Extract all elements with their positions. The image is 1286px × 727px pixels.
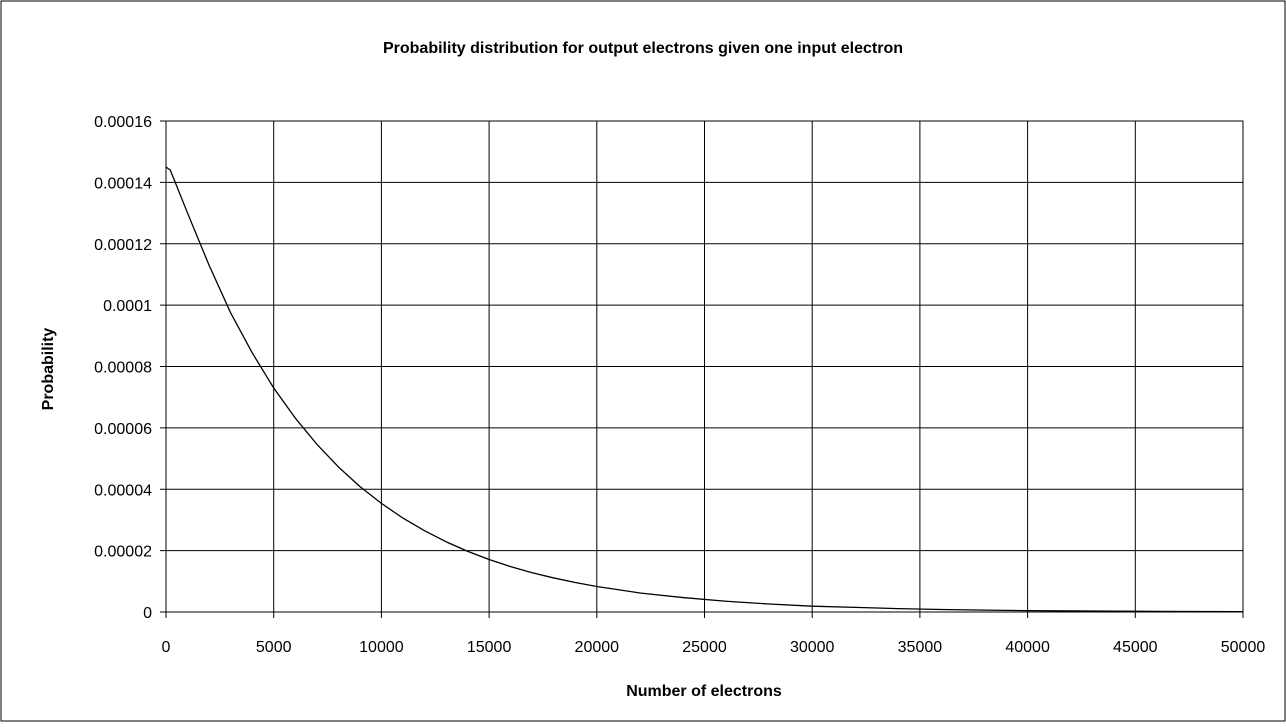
chart-title: Probability distribution for output elec… [383, 40, 903, 57]
y-tick-label: 0.00012 [94, 237, 152, 254]
y-tick-label: 0.00004 [94, 482, 152, 499]
y-tick-label: 0.00006 [94, 421, 152, 438]
x-axis-label: Number of electrons [626, 683, 782, 700]
x-tick-label: 5000 [256, 639, 292, 656]
x-tick-label: 10000 [359, 639, 404, 656]
y-tick-label: 0.00014 [94, 175, 152, 192]
y-axis-label: Probability [40, 328, 57, 411]
y-tick-label: 0.00008 [94, 360, 152, 377]
x-tick-label: 20000 [575, 639, 620, 656]
grid-layer [165, 120, 1244, 613]
y-tick-label: 0.0001 [103, 298, 152, 315]
x-tick-label: 45000 [1113, 639, 1158, 656]
x-tick-label: 15000 [467, 639, 512, 656]
y-tick-label: 0.00016 [94, 114, 152, 131]
y-tick-label: 0 [143, 605, 152, 622]
x-tick-label: 30000 [790, 639, 835, 656]
x-tick-label: 25000 [682, 639, 727, 656]
x-tick-label: 35000 [898, 639, 943, 656]
x-tick-label: 0 [162, 639, 171, 656]
series-line [165, 166, 1244, 613]
y-tick-label: 0.00002 [94, 544, 152, 561]
x-tick-label: 40000 [1005, 639, 1050, 656]
x-tick-label: 50000 [1221, 639, 1266, 656]
tick-layer: 0 5000 10000 15000 20000 25000 30000 35000 40000… [94, 114, 1265, 656]
line-layer [165, 166, 1244, 613]
